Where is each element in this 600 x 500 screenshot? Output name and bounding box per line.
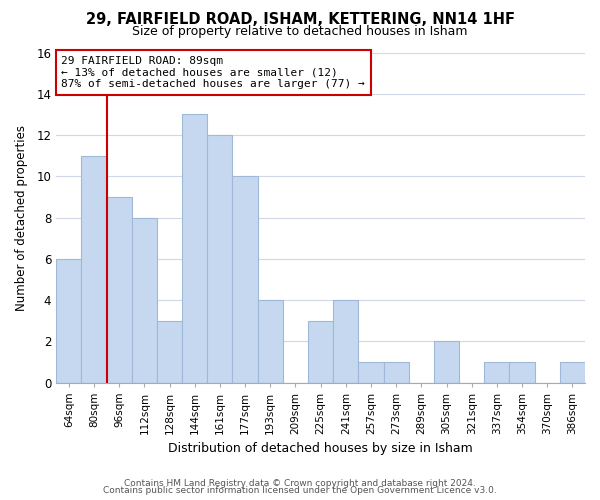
Bar xyxy=(82,156,107,382)
Text: 29, FAIRFIELD ROAD, ISHAM, KETTERING, NN14 1HF: 29, FAIRFIELD ROAD, ISHAM, KETTERING, NN… xyxy=(86,12,515,28)
Bar xyxy=(207,135,232,382)
Bar xyxy=(56,259,82,382)
Bar xyxy=(232,176,257,382)
Bar xyxy=(560,362,585,382)
Bar xyxy=(308,320,333,382)
Bar xyxy=(484,362,509,382)
Text: Size of property relative to detached houses in Isham: Size of property relative to detached ho… xyxy=(132,25,468,38)
Bar xyxy=(182,114,207,382)
Bar xyxy=(509,362,535,382)
Bar xyxy=(358,362,383,382)
Bar xyxy=(157,320,182,382)
X-axis label: Distribution of detached houses by size in Isham: Distribution of detached houses by size … xyxy=(168,442,473,455)
Bar xyxy=(383,362,409,382)
Bar xyxy=(434,342,459,382)
Bar xyxy=(132,218,157,382)
Bar xyxy=(257,300,283,382)
Bar xyxy=(333,300,358,382)
Text: Contains HM Land Registry data © Crown copyright and database right 2024.: Contains HM Land Registry data © Crown c… xyxy=(124,478,476,488)
Bar xyxy=(107,197,132,382)
Y-axis label: Number of detached properties: Number of detached properties xyxy=(15,124,28,310)
Text: 29 FAIRFIELD ROAD: 89sqm
← 13% of detached houses are smaller (12)
87% of semi-d: 29 FAIRFIELD ROAD: 89sqm ← 13% of detach… xyxy=(61,56,365,89)
Text: Contains public sector information licensed under the Open Government Licence v3: Contains public sector information licen… xyxy=(103,486,497,495)
